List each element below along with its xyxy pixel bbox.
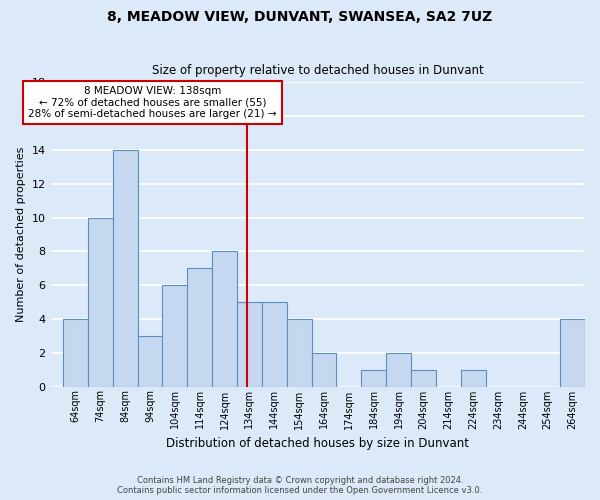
Bar — [560, 319, 585, 386]
Bar — [113, 150, 137, 386]
Bar — [386, 352, 411, 386]
Bar — [63, 319, 88, 386]
Bar — [311, 352, 337, 386]
Bar — [461, 370, 485, 386]
Bar — [262, 302, 287, 386]
Bar — [187, 268, 212, 386]
Title: Size of property relative to detached houses in Dunvant: Size of property relative to detached ho… — [152, 64, 484, 77]
Bar — [163, 285, 187, 386]
Y-axis label: Number of detached properties: Number of detached properties — [16, 146, 26, 322]
Bar — [361, 370, 386, 386]
Bar — [411, 370, 436, 386]
X-axis label: Distribution of detached houses by size in Dunvant: Distribution of detached houses by size … — [166, 437, 469, 450]
Bar — [212, 252, 237, 386]
Bar — [88, 218, 113, 386]
Text: 8, MEADOW VIEW, DUNVANT, SWANSEA, SA2 7UZ: 8, MEADOW VIEW, DUNVANT, SWANSEA, SA2 7U… — [107, 10, 493, 24]
Bar — [237, 302, 262, 386]
Bar — [137, 336, 163, 386]
Text: 8 MEADOW VIEW: 138sqm
← 72% of detached houses are smaller (55)
28% of semi-deta: 8 MEADOW VIEW: 138sqm ← 72% of detached … — [28, 86, 277, 119]
Text: Contains HM Land Registry data © Crown copyright and database right 2024.
Contai: Contains HM Land Registry data © Crown c… — [118, 476, 482, 495]
Bar — [287, 319, 311, 386]
